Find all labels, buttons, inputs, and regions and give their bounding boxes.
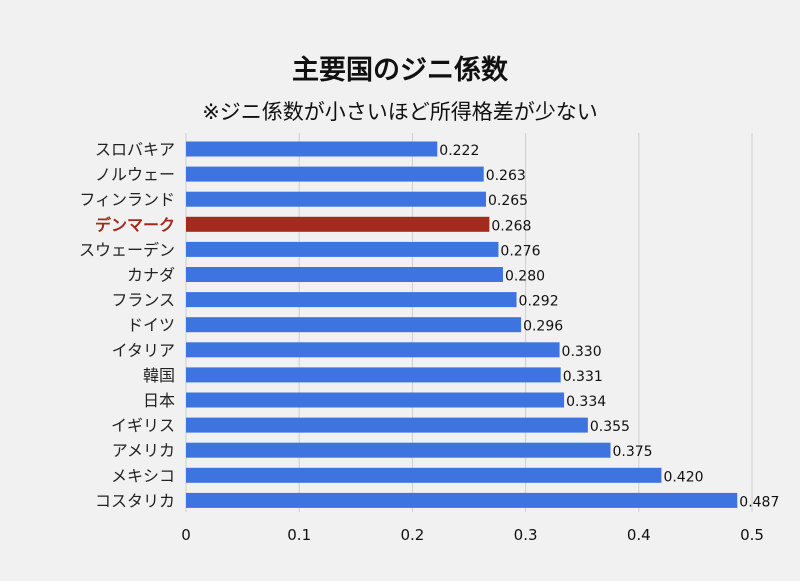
bar [186, 267, 503, 282]
data-label: 0.487 [739, 494, 779, 510]
x-tick-label: 0.2 [400, 526, 424, 544]
x-tick-label: 0.4 [627, 526, 651, 544]
data-label: 0.334 [566, 394, 606, 410]
category-label: スロバキア [95, 140, 175, 159]
chart-subtitle: ※ジニ係数が小さいほど所得格差が少ない [202, 100, 598, 124]
category-label: イギリス [111, 416, 175, 435]
category-label: コスタリカ [95, 491, 175, 510]
bar [186, 141, 438, 157]
category-label: イタリア [112, 341, 175, 360]
x-tick-label: 0.1 [287, 526, 311, 544]
x-tick-label: 0.3 [514, 526, 538, 544]
bar [186, 417, 588, 433]
category-label: 韓国 [143, 366, 175, 385]
category-label: スウェーデン [79, 240, 175, 259]
category-label: ノルウェー [95, 165, 175, 184]
data-label: 0.331 [563, 369, 603, 385]
bar [186, 241, 499, 257]
category-label: アメリカ [112, 441, 175, 460]
data-label: 0.276 [500, 243, 540, 259]
data-label: 0.222 [439, 143, 479, 159]
data-label: 0.355 [590, 419, 630, 435]
data-label: 0.280 [505, 269, 545, 285]
category-label: カナダ [127, 266, 175, 285]
bar [186, 317, 522, 333]
bar [186, 367, 561, 383]
category-label: フランス [111, 291, 175, 310]
data-label: 0.292 [519, 294, 559, 310]
category-label: メキシコ [111, 466, 175, 485]
bar [186, 492, 738, 508]
data-label: 0.263 [486, 168, 526, 184]
bar [186, 191, 486, 207]
data-label: 0.420 [663, 469, 703, 485]
bar [186, 467, 662, 483]
data-label: 0.330 [562, 344, 602, 360]
category-label: 日本 [143, 391, 175, 410]
data-label: 0.268 [491, 218, 531, 234]
category-label: ドイツ [127, 316, 175, 335]
bar [186, 292, 517, 308]
chart-title: 主要国のジニ係数 [292, 55, 508, 86]
data-label: 0.375 [613, 444, 653, 460]
data-label: 0.265 [488, 193, 528, 209]
bar [186, 216, 490, 232]
bar [186, 166, 484, 182]
x-tick-label: 0 [181, 526, 191, 544]
bar [186, 442, 611, 458]
data-label: 0.296 [523, 319, 563, 335]
bar [186, 342, 560, 358]
x-tick-label: 0.5 [740, 526, 764, 544]
category-label: デンマーク [95, 215, 175, 234]
bar [186, 392, 565, 408]
category-label: フィンランド [79, 190, 175, 209]
